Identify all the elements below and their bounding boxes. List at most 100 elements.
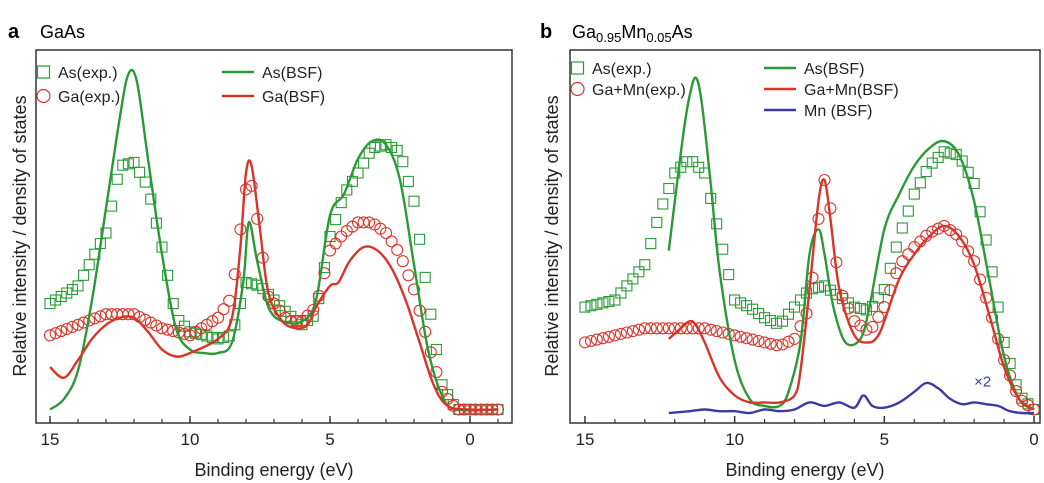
panel-a-x-ticks: 15 10 5 0 bbox=[41, 416, 499, 449]
data-point-circle-b-3 bbox=[596, 332, 609, 345]
panel-b-title-part-4: As bbox=[672, 22, 693, 42]
data-point-square-a-16 bbox=[134, 166, 146, 178]
panel-a-series-group bbox=[43, 68, 505, 416]
legend-item-a-2: As(BSF) bbox=[222, 65, 322, 82]
panel-a-x-axis-title: Binding energy (eV) bbox=[194, 460, 353, 480]
legend-item-b-3: Ga+Mn(BSF) bbox=[764, 82, 899, 99]
legend-item-b-0: As(exp.) bbox=[570, 61, 652, 78]
data-point-circle-b-38 bbox=[806, 271, 819, 284]
data-point-circle-b-40 bbox=[818, 173, 831, 187]
data-point-square-b-58 bbox=[926, 157, 938, 169]
data-point-circle-b-64 bbox=[962, 245, 975, 258]
data-point-square-b-66 bbox=[974, 206, 986, 218]
data-point-circle-b-12 bbox=[650, 322, 663, 335]
data-point-circle-b-48 bbox=[866, 320, 879, 333]
data-point-circle-b-13 bbox=[656, 322, 669, 335]
data-point-square-a-17 bbox=[139, 176, 151, 188]
panel-b-legend: As(exp.) Ga+Mn(exp.) As(BSF) Ga+Mn(BSF) Mn (… bbox=[570, 61, 899, 120]
data-point-circle-b-5 bbox=[608, 329, 621, 342]
panel-b-annotations: ×2 bbox=[974, 374, 991, 391]
x-tick-label-b-1: 10 bbox=[725, 430, 744, 449]
data-point-square-b-14 bbox=[663, 182, 675, 195]
data-point-circle-b-20 bbox=[698, 322, 711, 335]
data-point-circle-b-11 bbox=[644, 322, 657, 335]
legend-label: Ga(BSF) bbox=[262, 89, 325, 106]
data-point-square-b-5 bbox=[609, 294, 621, 306]
legend-swatch-square bbox=[36, 65, 51, 79]
data-point-circle-a-22 bbox=[167, 325, 180, 338]
data-point-circle-a-63 bbox=[396, 255, 409, 268]
data-point-square-a-6 bbox=[78, 269, 90, 281]
legend-label: Mn (BSF) bbox=[804, 103, 872, 120]
data-point-square-b-47 bbox=[860, 304, 872, 316]
data-point-square-a-4 bbox=[66, 283, 78, 296]
data-point-circle-b-63 bbox=[956, 235, 969, 248]
data-point-circle-a-61 bbox=[385, 235, 398, 248]
panel-b-x-axis-title: Binding energy (eV) bbox=[725, 460, 884, 480]
data-point-square-b-31 bbox=[765, 314, 777, 327]
panel-b-title-part-1: 0.95 bbox=[596, 30, 621, 45]
data-point-square-a-3 bbox=[61, 287, 73, 299]
data-point-circle-a-3 bbox=[60, 322, 73, 336]
panel-a-legend: As(exp.) Ga(exp.) As(BSF) Ga(BSF) bbox=[36, 65, 325, 106]
data-point-square-a-2 bbox=[55, 290, 67, 303]
data-point-circle-b-34 bbox=[782, 335, 795, 348]
data-point-circle-a-49 bbox=[318, 267, 331, 280]
legend-label: Ga+Mn(BSF) bbox=[804, 82, 899, 99]
x-tick-label-a-1: 10 bbox=[181, 430, 200, 449]
data-point-square-b-16 bbox=[675, 161, 687, 173]
data-point-circle-a-0 bbox=[43, 329, 57, 342]
data-point-circle-a-14 bbox=[122, 308, 135, 321]
data-point-square-b-7 bbox=[621, 280, 633, 292]
data-point-square-a-35 bbox=[240, 276, 252, 288]
data-point-square-b-15 bbox=[669, 167, 681, 179]
data-point-circle-a-2 bbox=[55, 325, 68, 338]
data-point-square-b-6 bbox=[615, 287, 627, 299]
panel-a-title: GaAs bbox=[40, 22, 85, 42]
data-point-circle-b-53 bbox=[896, 255, 909, 268]
data-point-circle-b-62 bbox=[950, 228, 963, 241]
data-point-circle-b-7 bbox=[620, 326, 633, 339]
data-point-circle-b-6 bbox=[614, 327, 627, 340]
data-point-square-b-13 bbox=[657, 198, 669, 210]
panel-b-plot-frame bbox=[569, 49, 1041, 424]
data-point-square-a-13 bbox=[117, 159, 129, 171]
series-line-a-2 bbox=[49, 68, 499, 412]
data-point-circle-a-51 bbox=[329, 237, 342, 250]
data-point-circle-b-57 bbox=[920, 229, 933, 242]
data-point-circle-b-16 bbox=[674, 322, 687, 335]
data-point-square-b-9 bbox=[633, 266, 645, 278]
data-point-square-a-1 bbox=[50, 294, 62, 306]
data-point-circle-b-49 bbox=[872, 310, 885, 324]
series-line-b-3 bbox=[667, 178, 1035, 411]
data-point-square-a-66 bbox=[414, 233, 426, 245]
data-point-square-b-1 bbox=[585, 300, 597, 312]
data-point-square-a-30 bbox=[212, 333, 224, 345]
data-point-square-b-4 bbox=[603, 295, 615, 308]
data-point-square-a-14 bbox=[122, 158, 134, 170]
x-tick-label-a-2: 5 bbox=[325, 430, 334, 449]
data-point-square-b-39 bbox=[812, 281, 825, 293]
data-point-circle-a-31 bbox=[217, 303, 230, 316]
data-point-circle-a-1 bbox=[49, 327, 62, 340]
data-point-square-a-22 bbox=[167, 298, 179, 310]
panel-b-series-group bbox=[578, 76, 1041, 416]
data-point-square-a-64 bbox=[402, 175, 414, 187]
data-point-circle-a-4 bbox=[66, 320, 79, 333]
data-point-square-b-52 bbox=[890, 241, 902, 253]
data-point-square-a-18 bbox=[145, 193, 157, 205]
data-point-square-a-11 bbox=[106, 200, 118, 212]
panel-b: b Ga0.95Mn0.05As 15 10 5 0 Binding energy (… bbox=[540, 21, 1041, 480]
data-point-square-a-51 bbox=[330, 214, 342, 226]
data-point-square-b-2 bbox=[591, 298, 603, 310]
data-point-square-b-70 bbox=[998, 336, 1010, 348]
data-point-square-a-21 bbox=[162, 269, 174, 281]
panel-a: a GaAs 15 10 5 0 Binding energy (eV) Relati… bbox=[8, 21, 513, 480]
series-line-b-2 bbox=[667, 76, 1035, 411]
data-point-circle-a-60 bbox=[379, 226, 393, 240]
data-point-square-b-55 bbox=[908, 188, 920, 200]
data-point-square-b-46 bbox=[854, 302, 866, 315]
data-point-square-a-15 bbox=[128, 156, 140, 168]
data-point-circle-a-21 bbox=[161, 323, 174, 336]
data-point-square-b-10 bbox=[639, 259, 651, 271]
